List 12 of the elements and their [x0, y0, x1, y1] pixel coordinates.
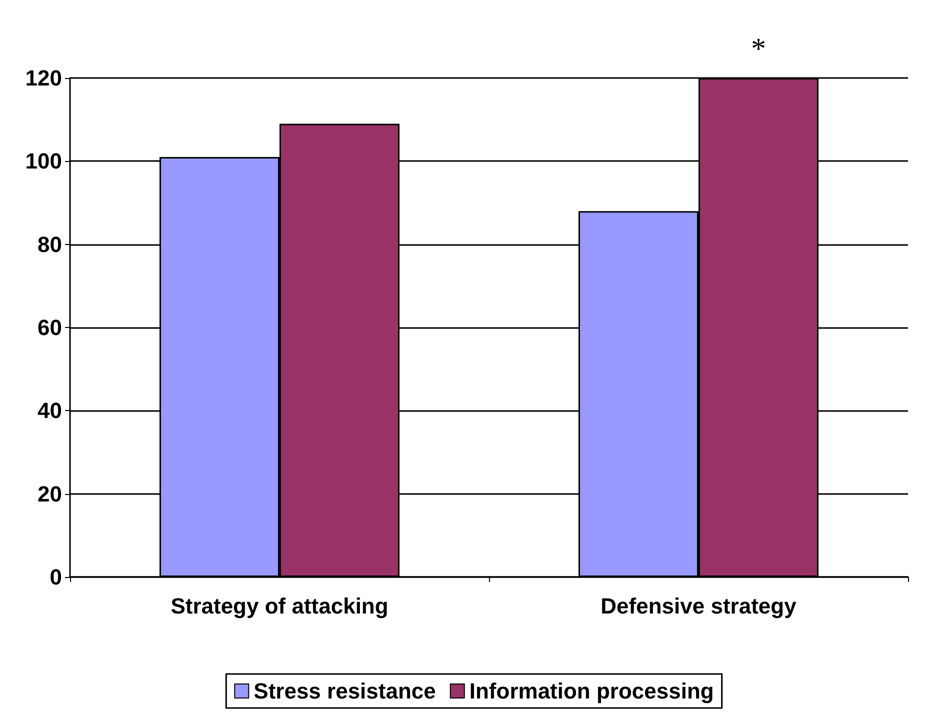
y-tick-label: 80	[38, 232, 62, 257]
y-tick-label: 20	[38, 481, 62, 506]
x-tick-label: Defensive strategy	[600, 594, 798, 618]
y-tick-label: 100	[25, 148, 62, 174]
y-tick-label: 60	[38, 315, 62, 340]
y-tick-label: 120	[25, 66, 62, 90]
y-tick-label: 0	[50, 564, 62, 590]
legend-label: Stress resistance	[254, 678, 436, 704]
annotation: *	[751, 32, 766, 66]
legend-label: Information processing	[469, 678, 714, 704]
x-tick-label: Strategy of attacking	[170, 594, 388, 618]
y-tick-label: 40	[38, 398, 62, 424]
